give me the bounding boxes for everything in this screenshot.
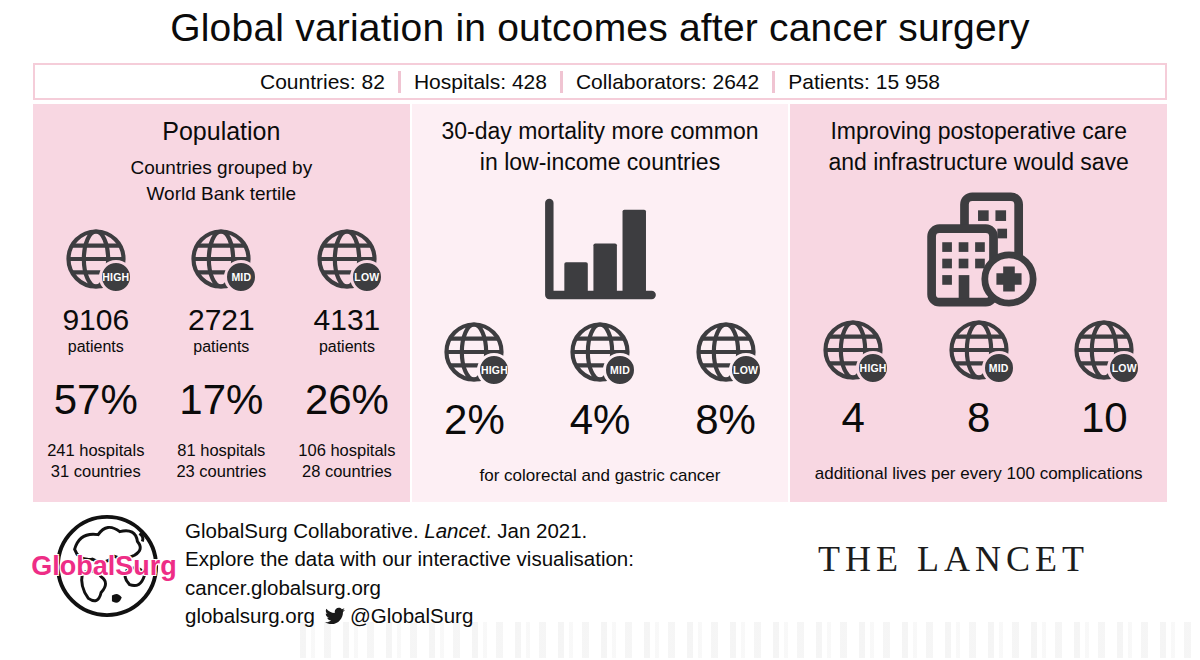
patients-count: 2721 [159,303,285,337]
mortality-value: 8% [663,396,789,444]
panel-lives-saved: Improving postoperative care and infrast… [790,104,1167,502]
lives-value: 8 [916,394,1042,442]
patients-percent: 17% [159,376,285,424]
hospitals-countries-detail: 106 hospitals 28 countries [284,440,410,482]
hospitals-count: 241 hospitals [33,440,159,461]
globe-tertile-icon: LOW [1072,318,1136,382]
population-subtitle-line1: Countries grouped by [33,155,410,181]
globe-tertile-icon: MID [947,318,1011,382]
lives-column-mid: MID 8 [916,318,1042,442]
lives-column-high: HIGH 4 [790,318,916,442]
mortality-value: 2% [412,396,538,444]
stat-divider [772,71,775,93]
stat-patients: Patients: 15 958 [788,70,940,94]
stat-collaborators: Collaborators: 2642 [576,70,759,94]
mortality-caption: for colorectal and gastric cancer [412,466,789,486]
mortality-column-high: HIGH 2% [412,320,538,444]
lives-value: 10 [1041,394,1167,442]
lives-title-line2: and infrastructure would save [790,147,1167,178]
footer: GlobalSurg GlobalSurg Collaborative. Lan… [33,512,1167,630]
patients-label: patients [33,338,159,356]
globalsurg-logo-text: GlobalSurg [21,551,187,582]
citation-line: GlobalSurg Collaborative. Lancet. Jan 20… [185,517,818,545]
countries-count: 31 countries [33,461,159,482]
patients-label: patients [159,338,285,356]
citation-post: . Jan 2021. [486,519,587,542]
explore-line: Explore the data with our interactive vi… [185,545,818,602]
mortality-column-low: LOW 8% [663,320,789,444]
hospitals-count: 106 hospitals [284,440,410,461]
globe-tertile-icon: LOW [694,320,758,384]
globe-tertile-icon: MID [189,227,253,291]
countries-count: 28 countries [284,461,410,482]
population-subtitle: Countries grouped by World Bank tertile [33,155,410,207]
tertile-badge: HIGH [99,260,133,294]
summary-stats-bar: Countries: 82 Hospitals: 428 Collaborato… [33,63,1167,100]
mortality-title: 30-day mortality more common in low-inco… [412,116,789,178]
population-column-high: HIGH 9106 patients 57% 241 hospitals 31 … [33,227,159,482]
stat-divider [560,71,563,93]
tertile-badge: MID [224,260,258,294]
globe-tertile-icon: HIGH [821,318,885,382]
hospitals-countries-detail: 81 hospitals 23 countries [159,440,285,482]
population-column-low: LOW 4131 patients 26% 106 hospitals 28 c… [284,227,410,482]
lives-column-low: LOW 10 [1041,318,1167,442]
hospitals-countries-detail: 241 hospitals 31 countries [33,440,159,482]
stat-countries: Countries: 82 [260,70,385,94]
countries-count: 23 countries [159,461,285,482]
globe-tertile-icon: HIGH [64,227,128,291]
patients-count: 9106 [33,303,159,337]
bar-chart-icon [539,194,661,306]
tertile-badge: LOW [350,260,384,294]
patients-label: patients [284,338,410,356]
infographic-title: Global variation in outcomes after cance… [0,6,1200,50]
globe-tertile-icon: MID [568,320,632,384]
website-url: globalsurg.org [185,604,315,627]
globalsurg-logo: GlobalSurg [39,512,169,624]
stat-hospitals: Hospitals: 428 [414,70,547,94]
tertile-badge: HIGH [856,351,890,385]
globe-tertile-icon: HIGH [442,320,506,384]
population-subtitle-line2: World Bank tertile [33,181,410,207]
lives-caption: additional lives per every 100 complicat… [790,464,1167,484]
lives-value: 4 [790,394,916,442]
lives-title: Improving postoperative care and infrast… [790,116,1167,178]
tertile-badge: LOW [729,353,763,387]
panel-mortality: 30-day mortality more common in low-inco… [412,104,789,502]
panel-population: Population Countries grouped by World Ba… [33,104,410,502]
hospital-icon [920,190,1038,308]
mortality-title-line2: in low-income countries [412,147,789,178]
hospitals-count: 81 hospitals [159,440,285,461]
watermark-band [300,622,1200,658]
lancet-wordmark: THE LANCET [818,512,1089,580]
tertile-badge: HIGH [477,353,511,387]
footer-text: GlobalSurg Collaborative. Lancet. Jan 20… [185,512,818,630]
patients-percent: 57% [33,376,159,424]
panels-row: Population Countries grouped by World Ba… [33,104,1167,502]
population-title: Population [33,117,410,146]
population-column-mid: MID 2721 patients 17% 81 hospitals 23 co… [159,227,285,482]
stat-divider [398,71,401,93]
mortality-title-line1: 30-day mortality more common [412,116,789,147]
patients-percent: 26% [284,376,410,424]
patients-count: 4131 [284,303,410,337]
tertile-badge: MID [982,351,1016,385]
globe-tertile-icon: LOW [315,227,379,291]
mortality-value: 4% [537,396,663,444]
lives-title-line1: Improving postoperative care [790,116,1167,147]
tertile-badge: LOW [1107,351,1141,385]
citation-pre: GlobalSurg Collaborative. [185,519,424,542]
tertile-badge: MID [603,353,637,387]
mortality-column-mid: MID 4% [537,320,663,444]
citation-journal: Lancet [424,519,486,542]
